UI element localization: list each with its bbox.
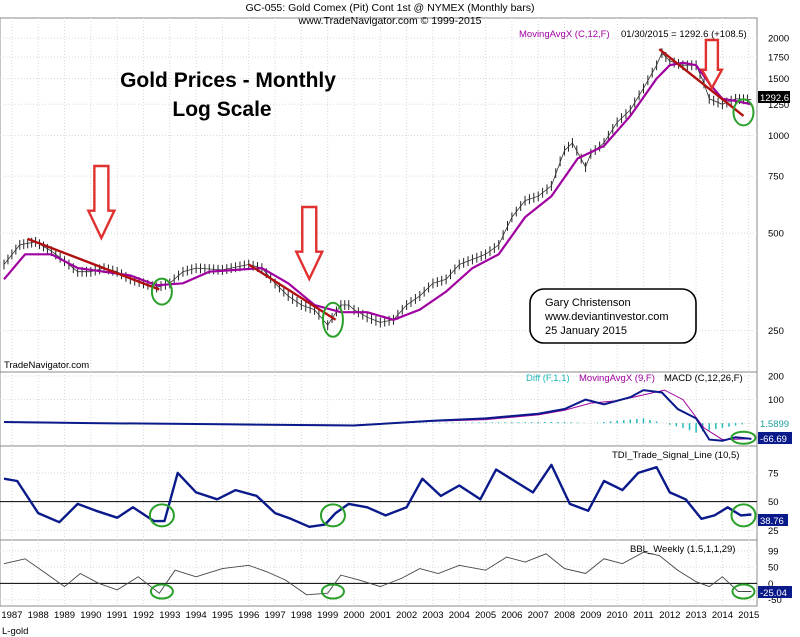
y-tick-label: -50 <box>768 595 782 606</box>
x-tick-label: 2014 <box>712 610 733 621</box>
trend-line <box>658 48 745 117</box>
y-tick-label: 100 <box>768 395 784 406</box>
grid-layer <box>0 18 757 606</box>
x-tick-label: 1997 <box>264 610 285 621</box>
x-tick-label: 1993 <box>159 610 180 621</box>
chart-title-line1: Gold Prices - Monthly <box>120 69 336 92</box>
y-tick-label: 1000 <box>768 131 789 142</box>
y-tick-label: 200 <box>768 372 784 383</box>
symbol-label: L-gold <box>2 626 28 637</box>
y-tick-label: 500 <box>768 229 784 240</box>
x-tick-label: 1998 <box>291 610 312 621</box>
tdi-panel-frame <box>0 445 758 541</box>
x-tick-label: 2002 <box>396 610 417 621</box>
macd-legend: MACD (C,12,26,F) <box>664 373 743 384</box>
x-tick-label: 1991 <box>107 610 128 621</box>
last-price-tag <box>758 91 790 103</box>
x-tick-label: 2004 <box>449 610 470 621</box>
highlight-circle <box>321 301 344 338</box>
x-tick-label: 1995 <box>212 610 233 621</box>
trend-line <box>27 237 160 291</box>
highlight-circle <box>732 98 755 127</box>
macd-tag-2 <box>758 432 792 444</box>
x-tick-label: 2010 <box>607 610 628 621</box>
y-tick-label: 1250 <box>768 100 789 111</box>
macd-last-value: -66.69 <box>760 434 787 445</box>
tdi-line <box>3 463 752 528</box>
bbl-highlight-circle <box>149 583 174 600</box>
bbl-legend: BBL_Weekly (1.5,1,1,29) <box>630 544 735 555</box>
last-price-value: 1292.6 <box>760 93 789 104</box>
macd-highlight-circle <box>730 430 757 445</box>
price-readout: 01/30/2015 = 1292.6 (+108.5) <box>621 29 747 40</box>
macd-tag-1 <box>758 418 792 429</box>
bbl-line <box>3 551 752 596</box>
y-tick-label: 50 <box>768 497 779 508</box>
x-tick-label: 1992 <box>133 610 154 621</box>
chart-title-line2: Log Scale <box>172 98 271 121</box>
chart-header-title: GC-055: Gold Comex (Pit) Cont 1st @ NYME… <box>246 2 535 14</box>
y-tick-label: 750 <box>768 172 784 183</box>
author-box <box>529 288 697 344</box>
bbl-tag <box>758 586 792 598</box>
down-arrow-icon <box>86 164 117 241</box>
bbl-highlight-circle <box>320 583 345 600</box>
x-tick-label: 2001 <box>370 610 391 621</box>
x-tick-label: 1987 <box>1 610 22 621</box>
x-tick-label: 2012 <box>659 610 680 621</box>
x-tick-label: 1999 <box>317 610 338 621</box>
y-tick-label: 2000 <box>768 34 789 45</box>
bbl-last-value: -25.04 <box>760 588 787 599</box>
author-name: Gary Christenson <box>545 297 631 309</box>
x-tick-label: 1996 <box>238 610 259 621</box>
bbl-highlight-circle <box>731 583 756 600</box>
y-tick-label: 1750 <box>768 52 789 63</box>
macd-last-hist: 1.5899 <box>760 419 789 430</box>
y-tick-label: 50 <box>768 562 779 573</box>
tradenavigator-watermark: TradeNavigator.com <box>4 360 89 371</box>
x-tick-label: 2015 <box>738 610 759 621</box>
trend-line <box>248 263 337 321</box>
x-tick-label: 2003 <box>422 610 443 621</box>
moving-avg-legend: MovingAvgX (C,12,F) <box>519 29 610 40</box>
y-tick-label: 1500 <box>768 74 789 85</box>
down-arrow-icon <box>294 205 325 282</box>
x-tick-label: 1994 <box>186 610 207 621</box>
x-tick-label: 2013 <box>686 610 707 621</box>
macd-panel-frame <box>0 371 758 447</box>
highlight-circle <box>150 277 173 306</box>
x-tick-label: 2011 <box>633 610 653 621</box>
y-tick-label: 99 <box>768 546 779 557</box>
y-tick-label: 25 <box>768 526 779 537</box>
tdi-highlight-circle <box>730 503 757 528</box>
down-arrow-icon <box>699 38 724 91</box>
macd-line <box>3 389 752 442</box>
y-tick-label: 0 <box>768 579 773 590</box>
y-tick-label: 75 <box>768 468 779 479</box>
author-date: 25 January 2015 <box>545 325 627 337</box>
diff-legend: Diff (F,1,1) <box>526 373 570 384</box>
y-tick-label: 250 <box>768 326 784 337</box>
x-tick-label: 2008 <box>554 610 575 621</box>
x-tick-label: 2000 <box>343 610 364 621</box>
x-tick-label: 2006 <box>501 610 522 621</box>
x-tick-label: 2007 <box>528 610 549 621</box>
tdi-tag <box>758 514 788 526</box>
author-site: www.deviantinvestor.com <box>544 311 669 323</box>
x-tick-label: 1990 <box>80 610 101 621</box>
axis-layer: 1987 1988 1989 1990 1991 1992 1993 1994 1995 1996… <box>1 34 789 621</box>
x-tick-label: 1988 <box>28 610 49 621</box>
x-tick-label: 2009 <box>580 610 601 621</box>
overlay-layer <box>27 38 757 600</box>
x-tick-label: 1989 <box>54 610 75 621</box>
macd-ma-legend: MovingAvgX (9,F) <box>579 373 655 384</box>
x-tick-label: 2005 <box>475 610 496 621</box>
tdi-highlight-circle <box>148 503 175 528</box>
chart-header-copyright: www.TradeNavigator.com © 1999-2015 <box>297 15 481 27</box>
tdi-highlight-circle <box>319 503 346 528</box>
tdi-legend: TDI_Trade_Signal_Line (10,5) <box>612 450 739 461</box>
tdi-last-value: 38.76 <box>760 516 784 527</box>
